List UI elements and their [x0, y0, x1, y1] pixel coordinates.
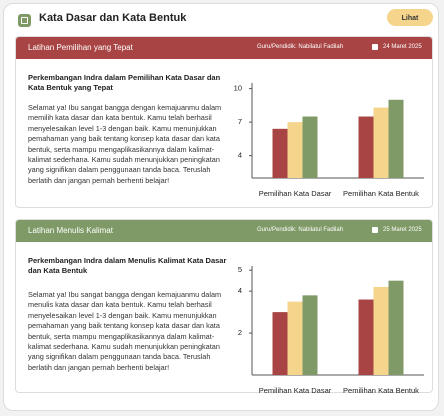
x-tick-label: Pemilihan Kata Dasar	[259, 386, 332, 395]
card: Latihan Menulis Kalimat Guru/Pendidik: Na…	[15, 219, 433, 395]
card-subtitle: Perkembangan Indra dalam Menulis Kalimat…	[28, 256, 227, 275]
panel-title: Kata Dasar dan Kata Bentuk	[39, 12, 187, 24]
card-text: Selamat ya! Ibu sangat bangga dengan kem…	[28, 290, 222, 372]
date: 25 Maret 2025	[383, 227, 422, 233]
calendar-icon	[372, 44, 378, 50]
view-button[interactable]: Lihat	[387, 9, 433, 26]
bar	[373, 286, 389, 375]
chart: 2 4 5 Pemilihan Kata Dasar Pemilihan Kata Be…	[238, 265, 424, 395]
card: Latihan Pemilihan yang Tepat Guru/Pendidi…	[15, 36, 433, 208]
y-tick-label: 4	[238, 286, 242, 295]
bar	[287, 122, 303, 178]
card-header: Latihan Pemilihan yang Tepat Guru/Pendidi…	[16, 37, 432, 59]
bar	[302, 116, 318, 178]
bar	[388, 280, 404, 375]
teacher: Guru/Pendidik: Nabilatul Fadilah	[257, 227, 344, 233]
bar	[272, 128, 288, 178]
x-tick-label: Pemilihan Kata Bentuk	[343, 189, 419, 198]
y-tick-label: 2	[238, 328, 242, 337]
bar	[373, 107, 389, 178]
bar	[287, 301, 303, 375]
date: 24 Maret 2025	[383, 44, 422, 50]
calendar-icon	[372, 227, 378, 233]
card-subtitle: Perkembangan Indra dalam Pemilihan Kata …	[28, 73, 221, 92]
panel: Kata Dasar dan Kata Bentuk Lihat Latihan…	[3, 3, 439, 411]
bar	[388, 99, 404, 178]
y-tick-label: 7	[238, 117, 242, 126]
bar	[302, 295, 318, 375]
bar	[272, 312, 288, 375]
x-tick-label: Pemilihan Kata Dasar	[259, 189, 332, 198]
card-name: Latihan Pemilihan yang Tepat	[28, 43, 133, 52]
card-header: Latihan Menulis Kalimat Guru/Pendidik: Na…	[16, 220, 432, 242]
card-name: Latihan Menulis Kalimat	[28, 226, 113, 235]
bar	[358, 299, 374, 375]
y-tick-label: 4	[238, 151, 242, 160]
teacher: Guru/Pendidik: Nabilatul Fadilah	[257, 44, 344, 50]
chart: 4 7 10 Pemilihan Kata Dasar Pemilihan Kata B…	[234, 83, 424, 198]
bar	[358, 116, 374, 178]
x-tick-label: Pemilihan Kata Bentuk	[343, 386, 419, 395]
panel-icon	[18, 14, 31, 27]
y-tick-label: 10	[234, 84, 242, 93]
card-text: Selamat ya! Ibu sangat bangga dengan kem…	[28, 103, 222, 185]
y-tick-label: 5	[238, 265, 242, 274]
